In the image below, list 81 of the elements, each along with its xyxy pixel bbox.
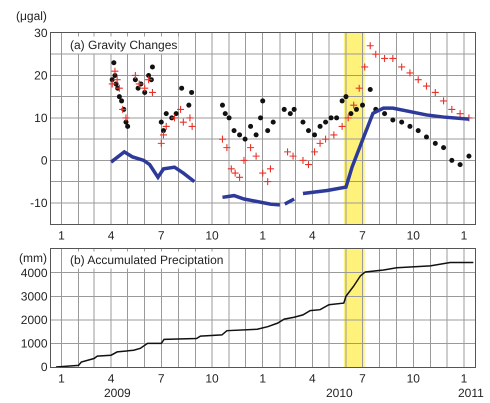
point: [179, 118, 188, 126]
point: [157, 139, 166, 148]
point: [344, 114, 352, 122]
x-tick-label: 1: [259, 228, 266, 243]
point: [264, 178, 272, 186]
x-tick-label: 7: [158, 372, 165, 386]
point: [258, 169, 267, 178]
point: [330, 130, 338, 139]
point: [176, 105, 185, 114]
y-tick-label: 3000: [20, 289, 48, 304]
x-tick-label: 4: [108, 372, 115, 386]
point: [148, 88, 156, 96]
y-tick-label: 30: [34, 26, 48, 40]
x-tick-label: 10: [205, 228, 219, 243]
y-tick-label: -10: [30, 196, 48, 210]
y-tick-label: 1000: [20, 336, 48, 351]
point: [113, 76, 122, 84]
point: [431, 88, 440, 96]
x-tick-label: 1: [259, 372, 266, 386]
point: [118, 105, 127, 114]
y-axis-title: (mm): [19, 251, 47, 265]
point: [266, 164, 274, 173]
point: [322, 135, 330, 144]
x-tick-label: 10: [406, 372, 420, 386]
point: [338, 122, 346, 130]
point: [366, 42, 374, 50]
point: [422, 82, 431, 90]
point: [414, 76, 422, 84]
point: [355, 84, 364, 92]
point: [360, 62, 369, 72]
point: [388, 54, 397, 63]
y-tick-label: 0: [40, 360, 48, 374]
y-tick-label: 10: [34, 111, 48, 126]
point: [380, 54, 389, 63]
point: [440, 96, 448, 105]
x-tick-label: 4: [309, 228, 316, 243]
point: [144, 76, 153, 84]
x-tick-label: 4: [108, 228, 115, 243]
point: [372, 50, 380, 58]
x-tick-label: 1: [460, 372, 468, 386]
point: [131, 71, 140, 80]
x-tick-label: 10: [406, 228, 420, 243]
point: [406, 68, 414, 77]
point: [222, 144, 231, 152]
x-tick-label: 7: [359, 228, 366, 243]
point: [122, 114, 130, 122]
point: [398, 62, 406, 72]
point: [162, 122, 170, 130]
point: [186, 114, 194, 122]
text: 2011: [458, 386, 484, 400]
point: [350, 101, 358, 110]
point: [218, 135, 227, 144]
point: [170, 114, 179, 122]
x-tick-label: 1: [58, 372, 66, 386]
point: [110, 67, 120, 76]
point: [246, 144, 255, 152]
text: 2010: [326, 386, 354, 400]
point: [108, 80, 116, 88]
x-tick-label: 7: [359, 372, 366, 386]
x-tick-label: 1: [58, 228, 66, 243]
point: [448, 105, 456, 114]
y-tick-label: 20: [34, 68, 48, 83]
y-axis-title: (μgal): [16, 9, 47, 23]
chart-title: (b) Accumulated Preciptation: [70, 253, 224, 267]
y-tick-label: 4000: [20, 266, 48, 280]
x-tick-label: 4: [309, 372, 316, 386]
point: [316, 139, 324, 148]
x-tick-label: 7: [158, 228, 165, 243]
x-tick-label: 10: [205, 372, 219, 386]
point: [252, 152, 260, 160]
text: (a) Gravity Changes: [70, 38, 178, 52]
y-tick-label: 0: [40, 154, 48, 168]
point: [115, 84, 124, 92]
x-tick-label: 1: [460, 228, 468, 243]
point: [188, 122, 196, 130]
point: [240, 156, 248, 164]
point: [159, 130, 168, 139]
y-tick-label: 2000: [20, 313, 48, 328]
point: [310, 148, 319, 156]
text: 2009: [104, 386, 132, 400]
point: [456, 110, 464, 118]
